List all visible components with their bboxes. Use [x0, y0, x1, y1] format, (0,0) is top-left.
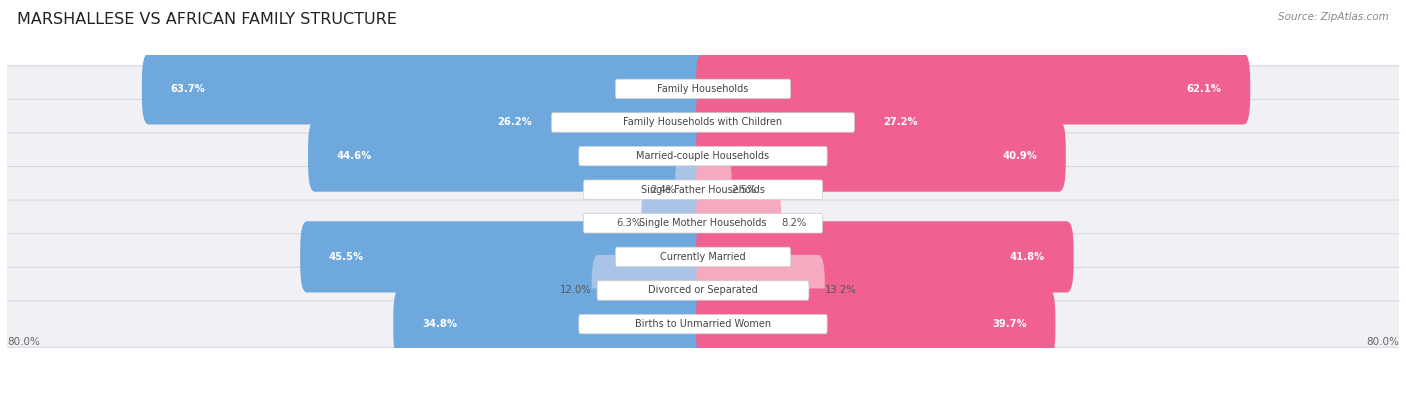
Text: 6.3%: 6.3%	[616, 218, 641, 228]
FancyBboxPatch shape	[394, 288, 710, 360]
Text: Births to Unmarried Women: Births to Unmarried Women	[636, 319, 770, 329]
FancyBboxPatch shape	[4, 167, 1402, 213]
Text: 44.6%: 44.6%	[337, 151, 373, 161]
FancyBboxPatch shape	[696, 221, 1074, 293]
Text: Family Households with Children: Family Households with Children	[623, 117, 783, 128]
Text: 12.0%: 12.0%	[560, 286, 592, 295]
Text: 62.1%: 62.1%	[1187, 84, 1222, 94]
FancyBboxPatch shape	[696, 120, 1066, 192]
FancyBboxPatch shape	[696, 87, 946, 158]
Text: 80.0%: 80.0%	[1367, 337, 1399, 346]
FancyBboxPatch shape	[4, 301, 1402, 347]
FancyBboxPatch shape	[579, 147, 827, 166]
Text: 34.8%: 34.8%	[422, 319, 457, 329]
FancyBboxPatch shape	[592, 255, 710, 326]
FancyBboxPatch shape	[696, 288, 1056, 360]
FancyBboxPatch shape	[598, 281, 808, 300]
FancyBboxPatch shape	[4, 234, 1402, 280]
FancyBboxPatch shape	[696, 53, 1250, 124]
FancyBboxPatch shape	[142, 53, 710, 124]
Text: 45.5%: 45.5%	[329, 252, 364, 262]
FancyBboxPatch shape	[4, 200, 1402, 246]
FancyBboxPatch shape	[616, 247, 790, 267]
FancyBboxPatch shape	[301, 221, 710, 293]
Text: 27.2%: 27.2%	[883, 117, 918, 128]
Text: Married-couple Households: Married-couple Households	[637, 151, 769, 161]
Text: Divorced or Separated: Divorced or Separated	[648, 286, 758, 295]
Text: 80.0%: 80.0%	[7, 337, 39, 346]
FancyBboxPatch shape	[696, 188, 782, 259]
Text: Source: ZipAtlas.com: Source: ZipAtlas.com	[1278, 12, 1389, 22]
FancyBboxPatch shape	[696, 154, 731, 225]
FancyBboxPatch shape	[583, 180, 823, 199]
FancyBboxPatch shape	[4, 99, 1402, 146]
FancyBboxPatch shape	[696, 255, 825, 326]
Text: MARSHALLESE VS AFRICAN FAMILY STRUCTURE: MARSHALLESE VS AFRICAN FAMILY STRUCTURE	[17, 12, 396, 27]
Text: 39.7%: 39.7%	[993, 319, 1026, 329]
Text: Single Mother Households: Single Mother Households	[640, 218, 766, 228]
Text: 13.2%: 13.2%	[825, 286, 856, 295]
FancyBboxPatch shape	[583, 214, 823, 233]
Text: 2.5%: 2.5%	[731, 185, 756, 195]
FancyBboxPatch shape	[308, 120, 710, 192]
Text: 26.2%: 26.2%	[496, 117, 531, 128]
FancyBboxPatch shape	[616, 79, 790, 99]
Text: 63.7%: 63.7%	[170, 84, 205, 94]
FancyBboxPatch shape	[641, 188, 710, 259]
Text: 41.8%: 41.8%	[1010, 252, 1045, 262]
Text: Currently Married: Currently Married	[661, 252, 745, 262]
FancyBboxPatch shape	[4, 66, 1402, 112]
Text: Family Households: Family Households	[658, 84, 748, 94]
FancyBboxPatch shape	[4, 133, 1402, 179]
Text: 40.9%: 40.9%	[1002, 151, 1038, 161]
FancyBboxPatch shape	[579, 314, 827, 334]
Text: Single Father Households: Single Father Households	[641, 185, 765, 195]
FancyBboxPatch shape	[551, 113, 855, 132]
FancyBboxPatch shape	[4, 267, 1402, 314]
FancyBboxPatch shape	[675, 154, 710, 225]
FancyBboxPatch shape	[468, 87, 710, 158]
Text: 2.4%: 2.4%	[650, 185, 675, 195]
Text: 8.2%: 8.2%	[782, 218, 807, 228]
